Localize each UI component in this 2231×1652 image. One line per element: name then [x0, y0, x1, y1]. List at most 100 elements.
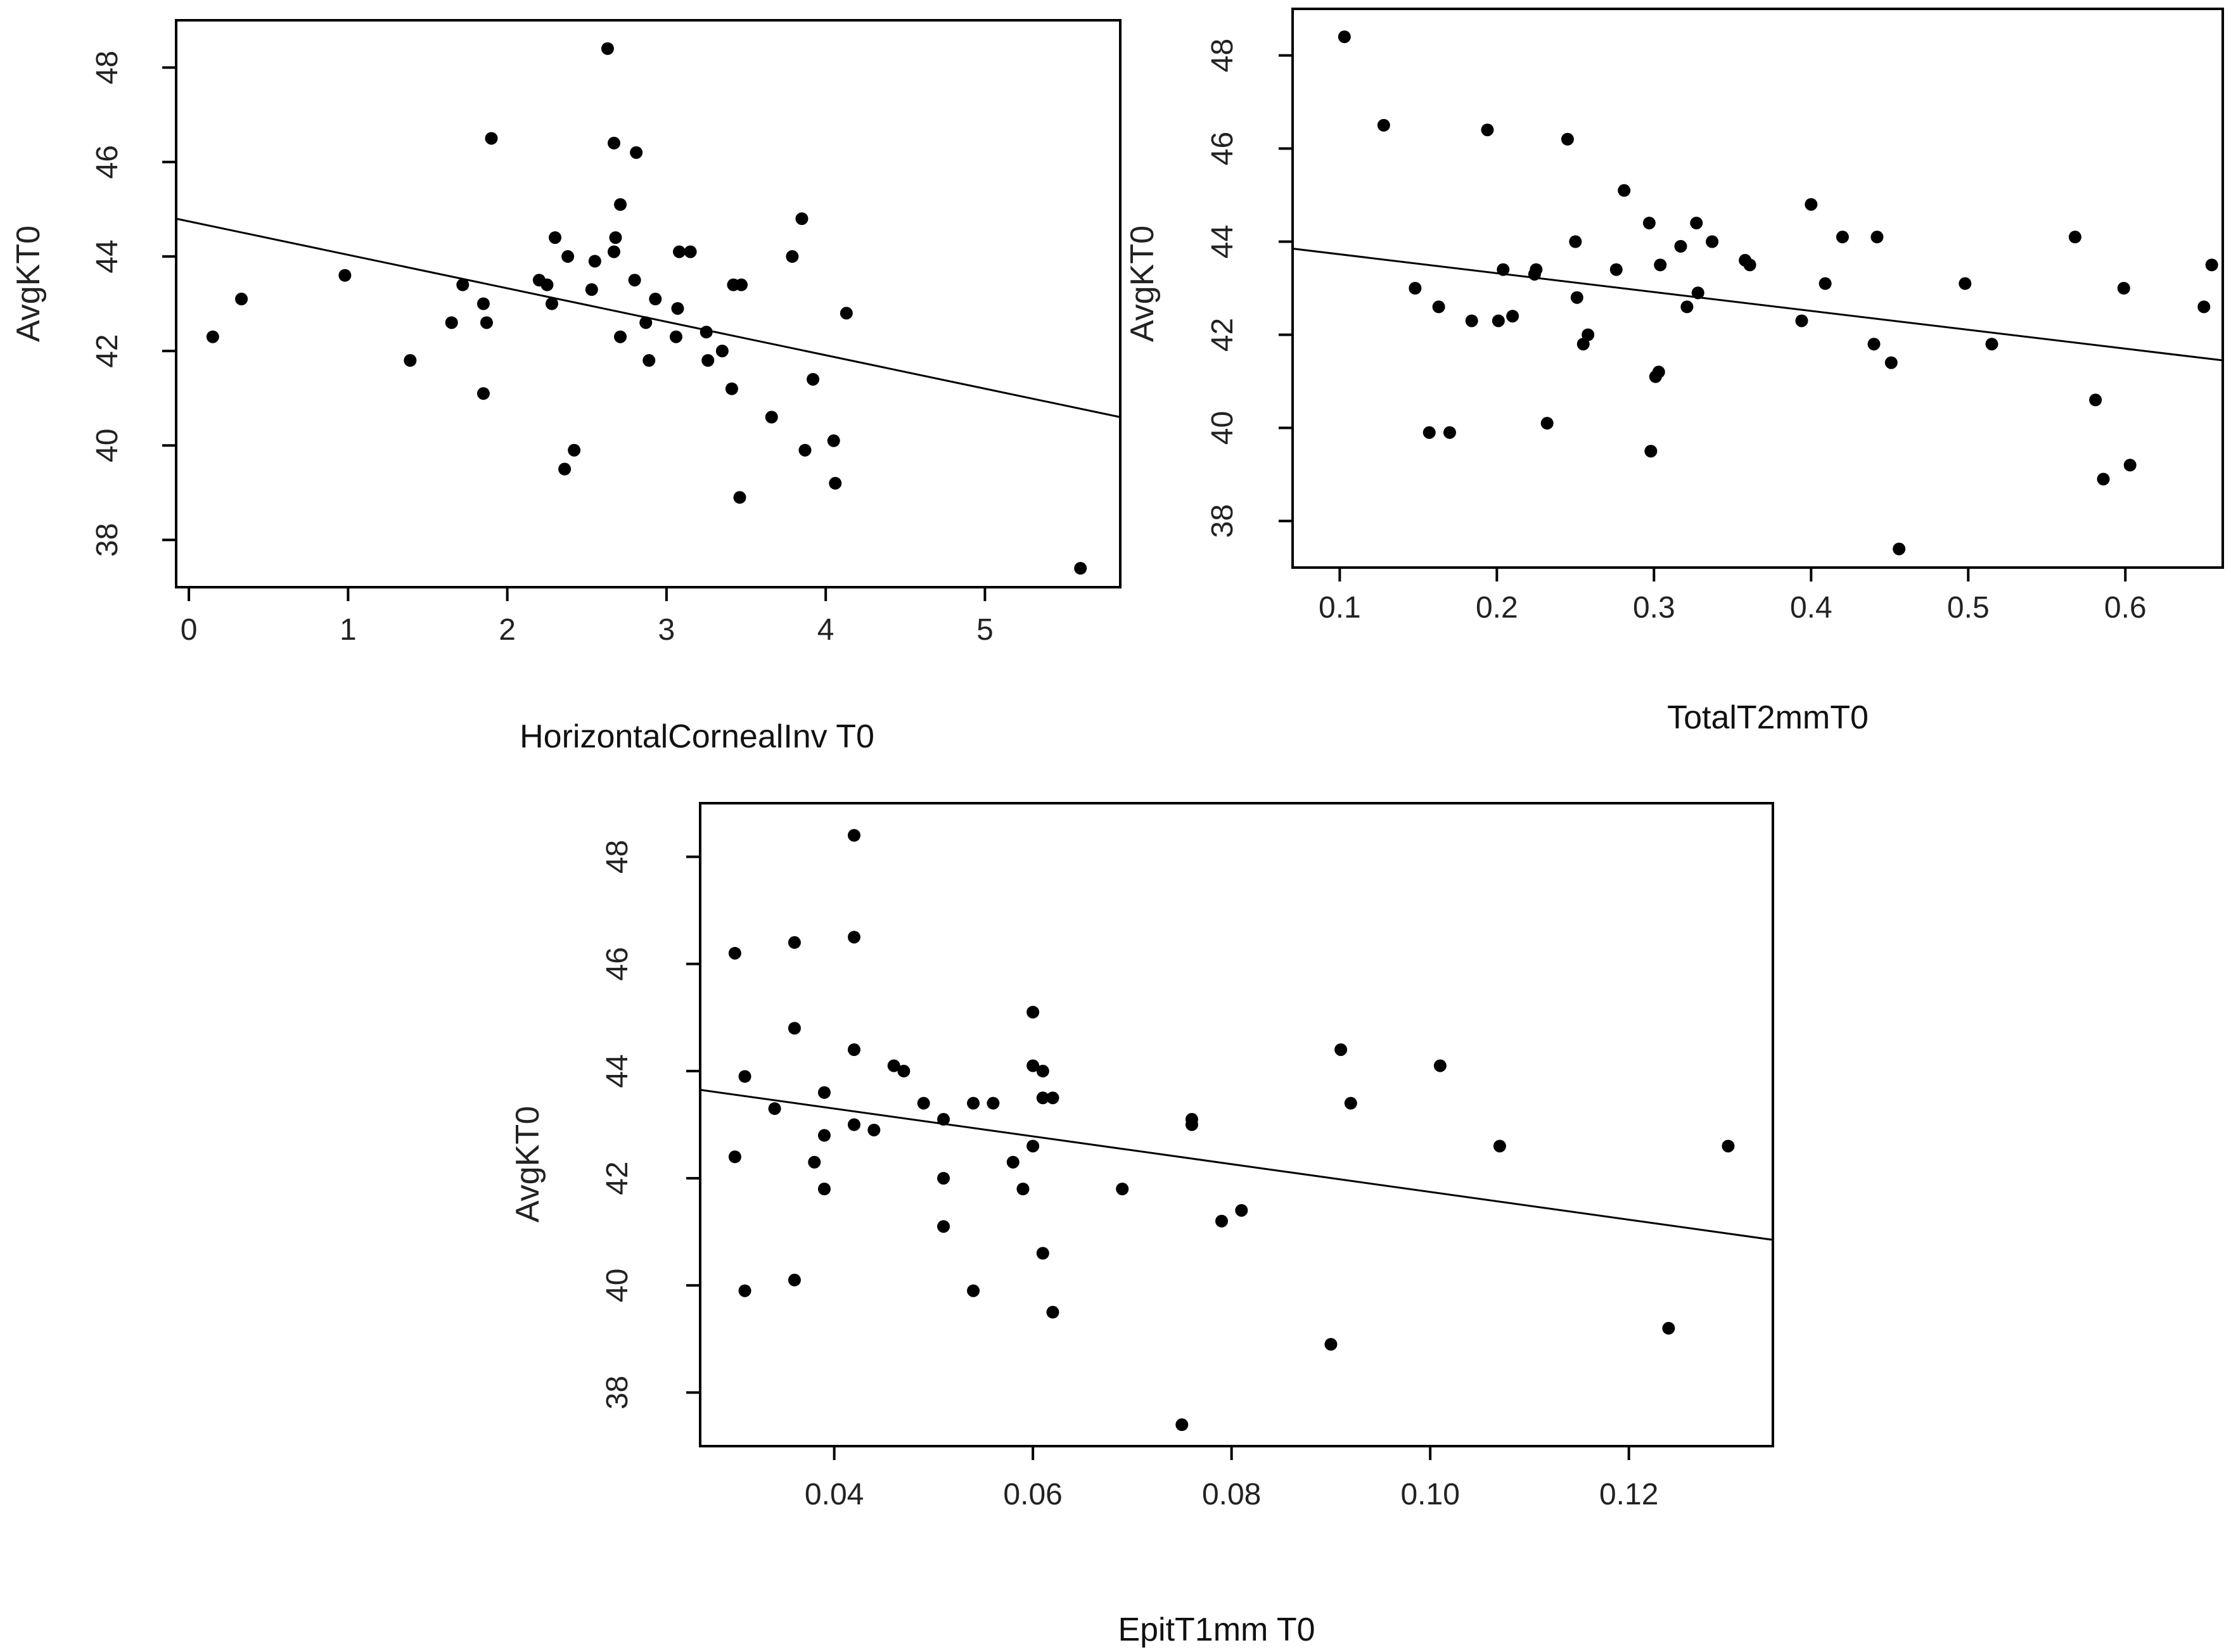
data-point	[1654, 258, 1667, 272]
data-point	[1074, 562, 1087, 575]
data-point	[1674, 239, 1687, 253]
data-point	[235, 293, 248, 306]
data-point	[1443, 426, 1456, 439]
data-point	[1175, 1418, 1189, 1432]
data-point	[2205, 258, 2218, 272]
data-point	[768, 1102, 781, 1115]
y-tick-label: 44	[601, 1054, 634, 1088]
x-tick-label: 0.1	[1319, 591, 1361, 625]
data-point	[725, 382, 738, 395]
data-point	[847, 1043, 860, 1057]
data-point	[630, 146, 643, 159]
data-point	[1540, 417, 1554, 430]
data-point	[1530, 263, 1543, 276]
data-point	[937, 1172, 950, 1185]
y-tick-label: 38	[91, 523, 124, 557]
y-tick-label: 48	[91, 51, 124, 84]
y-axis-title: AvgKT0	[10, 226, 47, 342]
data-point	[404, 354, 417, 367]
data-point	[887, 1059, 900, 1072]
data-point	[728, 1150, 741, 1164]
data-point	[1344, 1096, 1357, 1110]
data-point	[540, 278, 554, 291]
data-point	[1338, 30, 1351, 44]
data-point	[1795, 314, 1808, 327]
data-point	[1016, 1183, 1030, 1195]
y-tick-label: 48	[1206, 39, 1239, 72]
data-point	[1690, 217, 1703, 230]
data-point	[1561, 132, 1574, 146]
data-point	[808, 1155, 821, 1169]
x-tick-label: 0.4	[1790, 591, 1832, 625]
scatter-plot-epit-t1mm: EpitT1mm T0 AvgKT0 0.04 0.06 0.08 0.10 0.12 3…	[509, 802, 1774, 1648]
x-tick-label: 0.08	[1202, 1478, 1261, 1511]
x-tick-label: 0.6	[2104, 591, 2147, 625]
data-point	[1497, 263, 1510, 276]
data-point	[671, 302, 684, 315]
data-point	[1893, 542, 1906, 556]
data-point	[847, 1118, 860, 1131]
data-point	[733, 491, 746, 504]
data-point	[607, 245, 620, 258]
data-point	[1819, 277, 1832, 290]
data-point	[1432, 300, 1445, 314]
data-point	[1662, 1321, 1675, 1335]
x-axis-title: TotalT2mmT0	[1667, 699, 1869, 736]
data-point	[937, 1113, 950, 1126]
data-point	[1465, 314, 1478, 327]
x-tick-label: 0.2	[1476, 591, 1518, 625]
data-point	[827, 434, 840, 447]
data-point	[1481, 124, 1494, 137]
y-tick-label: 46	[1206, 132, 1239, 165]
data-point	[614, 330, 627, 343]
data-point	[1409, 282, 1422, 295]
data-point	[558, 462, 572, 476]
data-point	[609, 231, 622, 245]
data-point	[545, 297, 558, 310]
data-point	[649, 293, 662, 306]
data-point	[967, 1096, 980, 1110]
data-point	[1235, 1204, 1248, 1217]
data-point	[788, 936, 801, 949]
y-tick-label: 46	[91, 145, 124, 179]
plot-frame	[175, 19, 1122, 588]
data-point	[967, 1284, 980, 1297]
data-point	[1618, 184, 1631, 197]
data-point	[1433, 1059, 1447, 1072]
x-tick-label: 0	[181, 613, 198, 647]
data-point	[1652, 365, 1665, 379]
y-tick-label: 42	[1206, 318, 1239, 352]
data-point	[1324, 1338, 1338, 1351]
data-point	[1185, 1118, 1198, 1131]
y-tick-label: 44	[91, 239, 124, 273]
data-point	[1026, 1059, 1040, 1072]
data-point	[1959, 277, 1972, 290]
x-axis-title: HorizontalCornealInv T0	[520, 718, 874, 755]
data-point	[1582, 328, 1595, 341]
data-point	[1836, 231, 1849, 244]
data-point	[669, 330, 682, 343]
plot-frame	[699, 802, 1774, 1447]
y-axis-title: AvgKT0	[509, 1106, 546, 1223]
data-point	[549, 231, 562, 245]
x-tick-label: 0.12	[1599, 1478, 1658, 1511]
data-point	[715, 345, 729, 358]
data-point	[1884, 356, 1898, 369]
data-point	[1492, 314, 1505, 327]
data-point	[601, 42, 614, 55]
y-tick-label: 46	[601, 947, 634, 981]
x-tick-label: 4	[817, 613, 834, 647]
y-tick-label: 38	[601, 1376, 634, 1409]
data-point	[817, 1129, 831, 1142]
data-point	[738, 1070, 751, 1083]
data-point	[2097, 473, 2110, 486]
data-point	[561, 250, 575, 263]
data-point	[1609, 263, 1623, 276]
x-tick-label: 5	[976, 613, 994, 647]
data-point	[788, 1022, 801, 1035]
scatter-plot-horizontal-corneal-inv: HorizontalCornealInv T0 AvgKT0 0 1 2 3 4 5 38 4…	[10, 19, 1122, 755]
data-point	[1985, 338, 1998, 351]
data-point	[1870, 231, 1884, 244]
data-point	[829, 476, 842, 490]
